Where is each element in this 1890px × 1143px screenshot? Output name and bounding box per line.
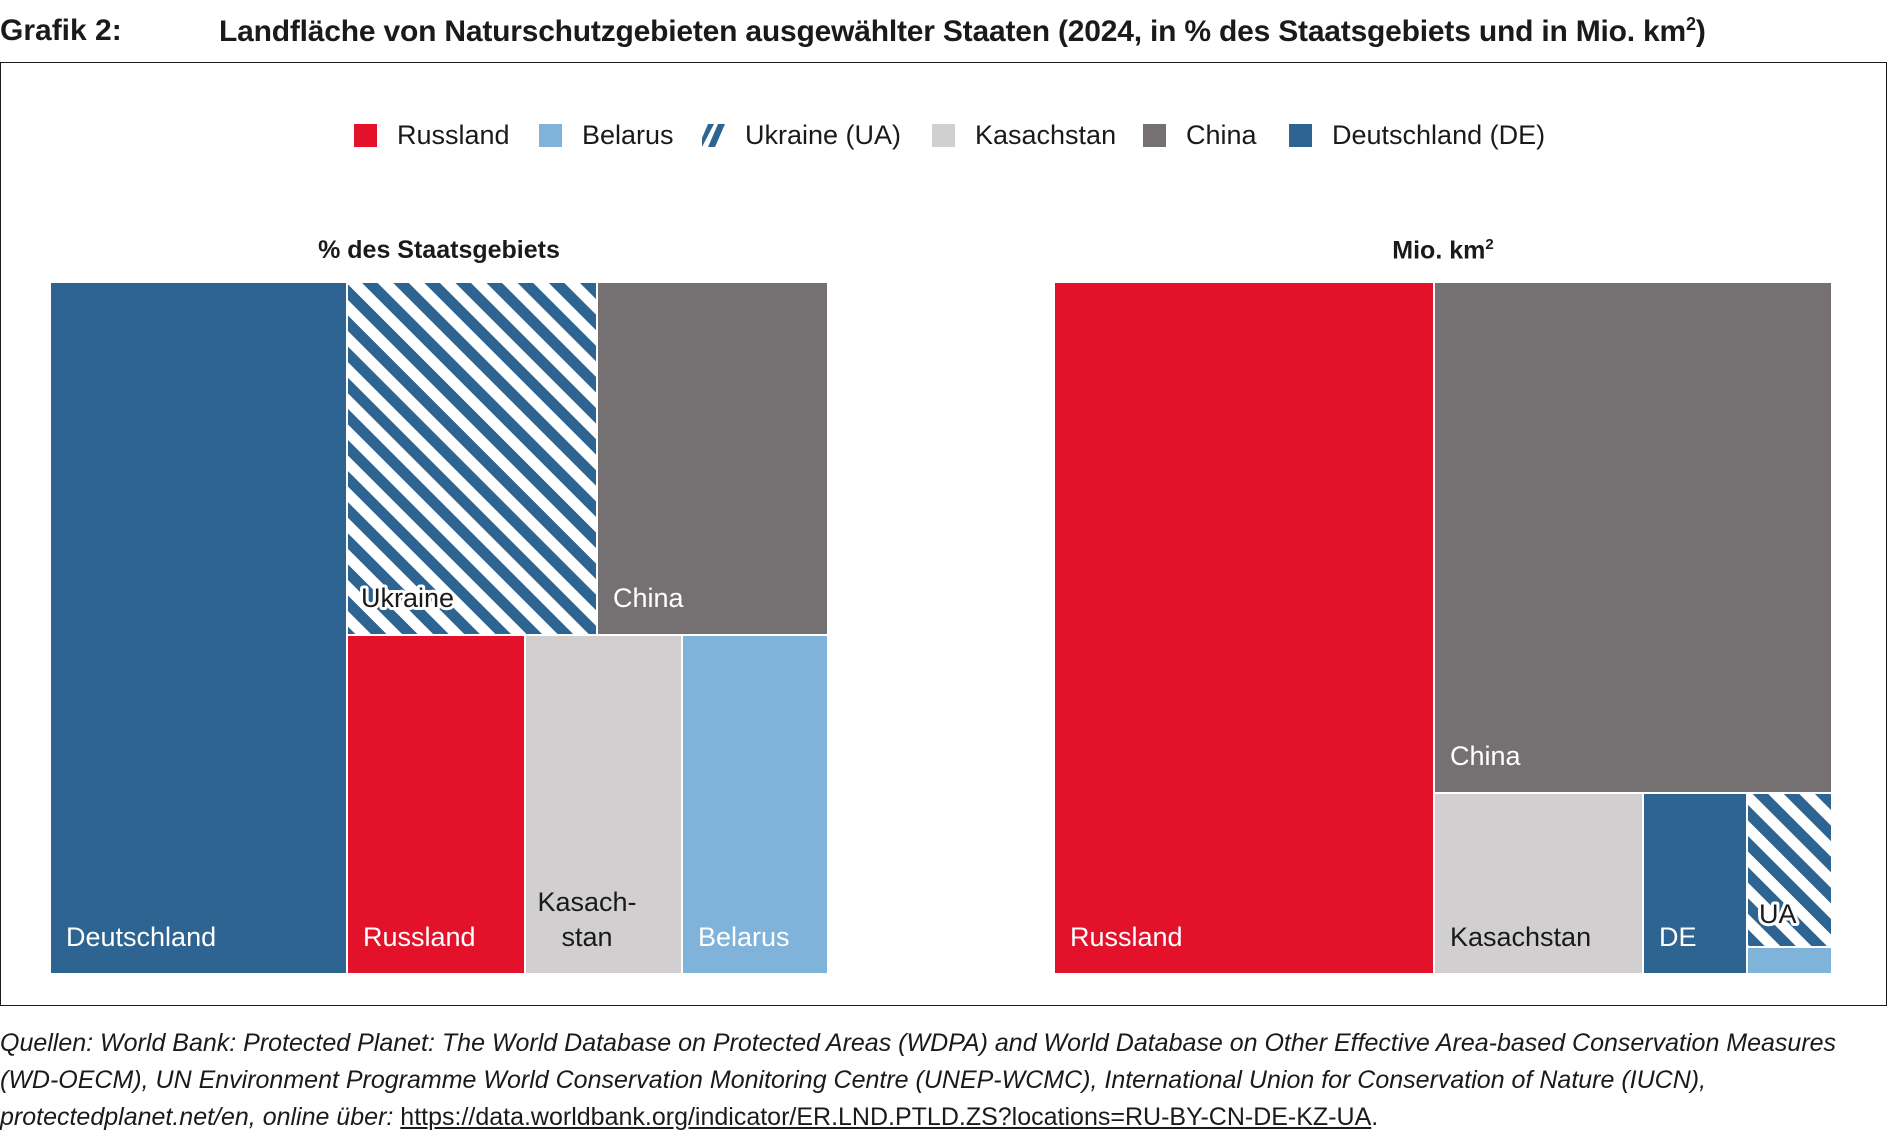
source-text: Quellen: World Bank: Protected Planet: T…: [0, 1029, 1837, 1131]
treemap-label-ukraine: Ukraine: [361, 583, 454, 613]
treemap-cell-china: [1433, 282, 1832, 794]
legend-label-belarus: Belarus: [582, 119, 674, 150]
treemap-label-kasachstan: Kasach-stan: [537, 887, 636, 952]
figure-title-sup: 2: [1686, 14, 1696, 34]
treemap-cell-belarus: [1746, 946, 1832, 974]
treemap-cell-russland: [346, 634, 526, 974]
treemap-label-russland: Russland: [363, 922, 476, 952]
treemap-percent: Deutschland Ukraine China Russland Kasach-st…: [50, 282, 828, 974]
legend-swatch-china: [1143, 123, 1166, 147]
legend-label-kasachstan: Kasachstan: [975, 119, 1117, 150]
legend-swatch-belarus: [539, 123, 562, 147]
treemap-label-china: China: [1450, 741, 1522, 771]
treemap-label-china: China: [613, 583, 685, 613]
legend-item-belarus: Belarus: [539, 118, 674, 152]
treemap-label-ukraine: UA: [1759, 899, 1797, 929]
legend-item-deutschland: Deutschland (DE): [1289, 118, 1545, 152]
treemap-cell-ukraine: [346, 282, 598, 636]
treemap-label-deutschland: Deutschland: [66, 922, 216, 952]
source-end: .: [1371, 1103, 1379, 1131]
treemap-cell-china: [596, 282, 828, 636]
source-link[interactable]: https://data.worldbank.org/indicator/ER.…: [400, 1103, 1372, 1131]
legend-item-china: China: [1143, 118, 1257, 152]
treemap-cell-deutschland: [50, 282, 348, 974]
figure-title: Landfläche von Naturschutzgebieten ausge…: [219, 14, 1706, 49]
treemap-area: Russland China Kasachstan DE UA: [1054, 282, 1832, 974]
treemap-cell-belarus: [681, 634, 828, 974]
treemap-cell-russland: [1054, 282, 1435, 974]
treemap-cell-kasachstan: [1433, 792, 1644, 974]
treemap-label-kasachstan: Kasachstan: [1450, 922, 1591, 952]
chart-title-area-text: Mio. km: [1392, 236, 1486, 265]
legend-item-kasachstan: Kasachstan: [932, 118, 1116, 152]
treemap-label-deutschland: DE: [1659, 922, 1697, 952]
legend-label-ukraine: Ukraine (UA): [745, 119, 902, 150]
chart-title-area-sup: 2: [1485, 236, 1494, 253]
chart-title-percent: % des Staatsgebiets: [318, 236, 560, 264]
legend-item-russland: Russland: [354, 118, 510, 152]
legend-label-russland: Russland: [397, 119, 510, 150]
figure-title-text: Landfläche von Naturschutzgebieten ausge…: [219, 15, 1687, 48]
legend-swatch-kasachstan: [932, 123, 955, 147]
treemap-cell-kasachstan: [524, 634, 683, 974]
figure-header: Grafik 2: Landfläche von Naturschutzgebi…: [0, 6, 1890, 56]
chart-frame: [0, 62, 1887, 1006]
treemap-label-russland: Russland: [1070, 922, 1183, 952]
treemap-label-belarus: Belarus: [698, 922, 790, 952]
legend-label-deutschland: Deutschland (DE): [1332, 119, 1546, 150]
legend-item-ukraine: Ukraine (UA): [702, 118, 901, 152]
legend-label-china: China: [1186, 119, 1257, 150]
source-note: Quellen: World Bank: Protected Planet: T…: [0, 1025, 1890, 1136]
treemap-cell-ukraine: [1746, 792, 1832, 948]
legend-swatch-russland: [354, 123, 377, 147]
legend-swatch-deutschland: [1289, 123, 1312, 147]
figure-title-end: ): [1695, 15, 1706, 48]
legend: Russland Belarus Ukraine (UA) Kasachstan…: [0, 118, 1890, 152]
treemap-cell-deutschland: [1642, 792, 1748, 974]
legend-swatch-ukraine: [702, 123, 725, 147]
chart-title-area: Mio. km2: [1054, 236, 1832, 265]
figure-number: Grafik 2:: [0, 14, 122, 47]
